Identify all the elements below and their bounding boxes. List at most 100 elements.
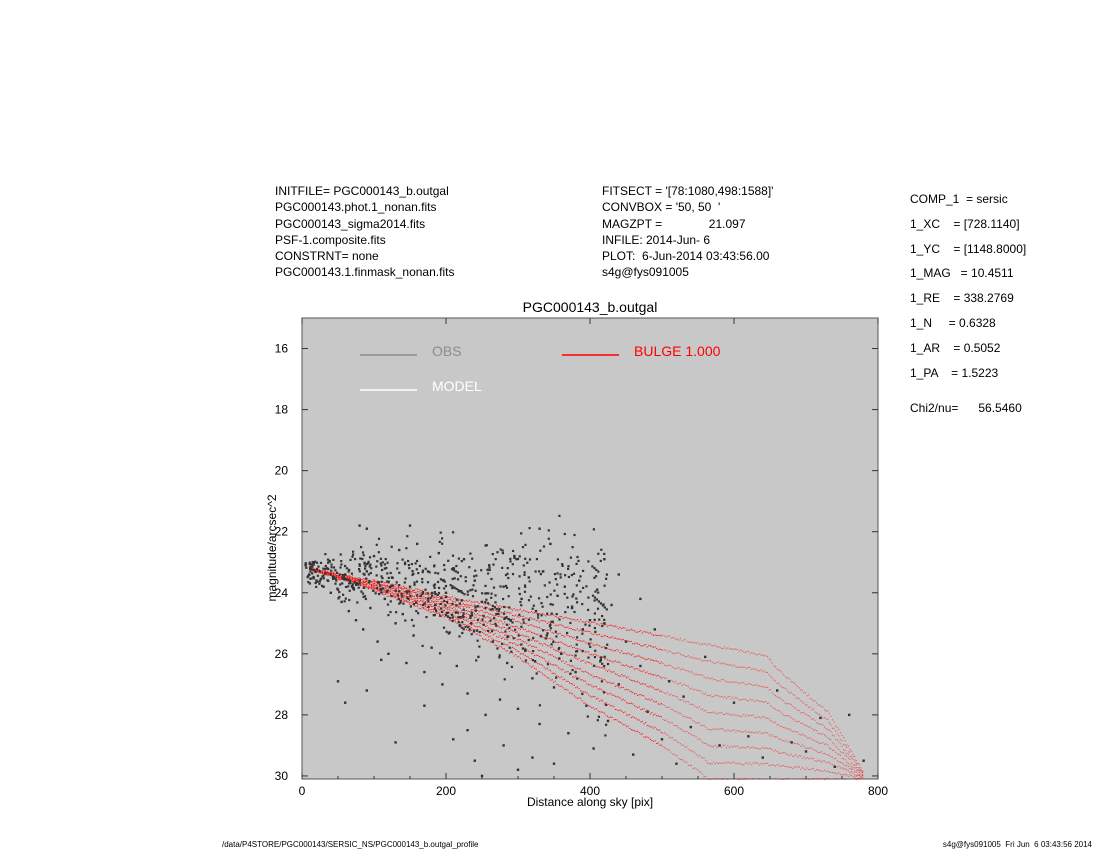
bulge-point bbox=[643, 708, 645, 710]
obs-point bbox=[582, 586, 585, 589]
obs-point bbox=[430, 646, 433, 649]
bulge-point bbox=[763, 747, 765, 749]
bulge-point bbox=[448, 605, 450, 607]
bulge-point bbox=[632, 691, 634, 693]
obs-point bbox=[329, 573, 332, 576]
bulge-point bbox=[812, 700, 814, 702]
bulge-point bbox=[713, 696, 715, 698]
bulge-point bbox=[386, 595, 388, 597]
bulge-point bbox=[534, 646, 536, 648]
bulge-point bbox=[450, 597, 452, 599]
bulge-point bbox=[784, 778, 786, 780]
bulge-point bbox=[805, 735, 807, 737]
obs-point bbox=[319, 578, 322, 581]
bulge-point bbox=[508, 642, 510, 644]
bulge-point bbox=[705, 726, 707, 728]
bulge-point bbox=[423, 598, 425, 600]
bulge-point bbox=[675, 668, 677, 670]
bulge-point bbox=[751, 699, 753, 701]
obs-point bbox=[447, 559, 450, 562]
bulge-point bbox=[500, 637, 502, 639]
bulge-point bbox=[510, 625, 512, 627]
bulge-point bbox=[432, 609, 434, 611]
bulge-point bbox=[505, 634, 507, 636]
obs-point bbox=[327, 568, 330, 571]
bulge-point bbox=[481, 624, 483, 626]
bulge-point bbox=[575, 675, 577, 677]
bulge-point bbox=[700, 756, 702, 758]
obs-point bbox=[480, 569, 483, 572]
bulge-point bbox=[361, 582, 363, 584]
obs-point bbox=[343, 578, 346, 581]
bulge-point bbox=[779, 725, 781, 727]
bulge-point bbox=[801, 744, 803, 746]
obs-point bbox=[494, 601, 497, 604]
bulge-point bbox=[405, 598, 407, 600]
obs-point bbox=[348, 582, 351, 585]
bulge-point bbox=[733, 761, 735, 763]
bulge-point bbox=[480, 615, 482, 617]
obs-point bbox=[338, 595, 341, 599]
bulge-point bbox=[599, 700, 601, 702]
bulge-point bbox=[580, 660, 582, 662]
obs-point bbox=[427, 597, 430, 600]
bulge-point bbox=[537, 612, 539, 614]
bulge-point bbox=[556, 683, 558, 685]
bulge-point bbox=[831, 727, 833, 729]
bulge-point bbox=[500, 612, 502, 614]
bulge-point bbox=[534, 612, 536, 614]
bulge-point bbox=[633, 668, 635, 670]
obs-point bbox=[581, 692, 584, 696]
obs-point bbox=[593, 612, 596, 615]
bulge-point bbox=[378, 583, 380, 585]
bulge-point bbox=[762, 763, 764, 765]
bulge-point bbox=[437, 600, 439, 602]
obs-point bbox=[451, 619, 454, 623]
bulge-point bbox=[597, 677, 599, 679]
bulge-point bbox=[643, 736, 645, 738]
bulge-point bbox=[671, 666, 673, 668]
bulge-point bbox=[548, 677, 550, 679]
bulge-point bbox=[646, 685, 648, 687]
bulge-point bbox=[451, 608, 453, 610]
bulge-point bbox=[681, 668, 683, 670]
bulge-point bbox=[733, 664, 735, 666]
bulge-point bbox=[822, 724, 824, 726]
bulge-point bbox=[510, 612, 512, 614]
obs-point bbox=[441, 579, 444, 582]
bulge-point bbox=[594, 621, 596, 623]
bulge-point bbox=[635, 631, 637, 633]
obs-point bbox=[604, 703, 608, 706]
obs-point bbox=[474, 589, 477, 592]
obs-point bbox=[362, 628, 365, 631]
obs-point bbox=[447, 615, 450, 618]
bulge-point bbox=[811, 758, 813, 760]
bulge-point bbox=[445, 606, 447, 608]
obs-point bbox=[444, 591, 448, 594]
bulge-point bbox=[515, 621, 517, 623]
bulge-point bbox=[361, 579, 363, 581]
bulge-point bbox=[472, 623, 474, 625]
bulge-point bbox=[705, 643, 707, 645]
bulge-point bbox=[562, 660, 564, 662]
obs-point bbox=[376, 640, 379, 643]
bulge-point bbox=[481, 610, 483, 612]
bulge-point bbox=[755, 747, 757, 749]
bulge-point bbox=[380, 590, 382, 592]
bulge-point bbox=[792, 718, 794, 720]
bulge-point bbox=[562, 687, 564, 689]
bulge-point bbox=[782, 764, 784, 766]
bulge-point bbox=[683, 730, 685, 732]
bulge-point bbox=[461, 600, 463, 602]
bulge-point bbox=[500, 616, 502, 618]
bulge-point bbox=[626, 726, 628, 728]
bulge-point bbox=[779, 766, 781, 768]
bulge-point bbox=[377, 584, 379, 586]
bulge-point bbox=[765, 671, 767, 673]
bulge-point bbox=[320, 572, 322, 574]
bulge-point bbox=[447, 607, 449, 609]
bulge-point bbox=[467, 613, 469, 615]
obs-point bbox=[576, 601, 579, 604]
bulge-point bbox=[687, 764, 689, 766]
obs-point bbox=[487, 592, 490, 595]
